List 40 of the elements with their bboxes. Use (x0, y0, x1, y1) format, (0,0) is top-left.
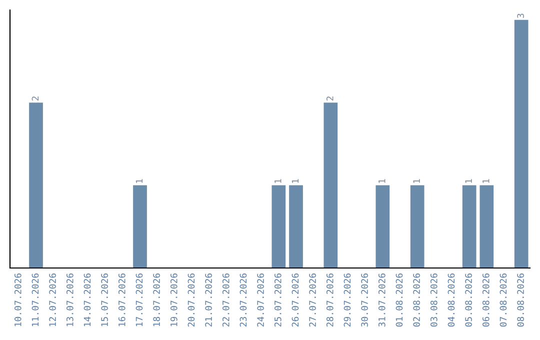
x-tick-label: 24.07.2026 (257, 273, 264, 327)
x-tick-label: 07.08.2026 (500, 273, 507, 327)
x-tick-label: 15.07.2026 (101, 273, 108, 326)
x-tick-label: 30.07.2026 (361, 273, 368, 327)
x-tick-label: 21.07.2026 (205, 273, 212, 327)
data-label: 2 (326, 96, 334, 101)
data-label: 1 (378, 179, 386, 183)
x-tick-label: 01.08.2026 (396, 273, 403, 327)
x-tick-label: 12.07.2026 (49, 273, 56, 326)
x-tick-label: 17.07.2026 (136, 273, 143, 326)
x-tick-label: 29.07.2026 (344, 273, 351, 327)
data-label: 3 (517, 14, 524, 18)
x-tick-label: 11.07.2026 (32, 273, 39, 326)
x-tick-label: 02.08.2026 (413, 273, 420, 327)
data-label: 1 (413, 179, 420, 183)
data-label: 1 (482, 179, 490, 183)
x-tick-label: 16.07.2026 (118, 273, 126, 326)
x-tick-label: 08.08.2026 (517, 273, 524, 327)
x-tick-label: 22.07.2026 (222, 273, 230, 327)
x-tick-label: 26.07.2026 (292, 273, 299, 327)
data-label: 1 (136, 179, 143, 183)
x-tick-label: 13.07.2026 (66, 273, 74, 326)
x-tick-label: 14.07.2026 (84, 273, 91, 326)
x-tick-label: 28.07.2026 (326, 273, 334, 327)
x-tick-label: 31.07.2026 (378, 273, 386, 327)
x-tick-label: 25.07.2026 (274, 273, 282, 327)
data-label: 1 (274, 179, 282, 183)
data-label: 1 (465, 179, 472, 183)
x-tick-label: 27.07.2026 (309, 273, 316, 327)
x-tick-label: 04.08.2026 (448, 273, 455, 327)
x-tick-label: 05.08.2026 (465, 273, 472, 327)
data-label: 2 (32, 96, 39, 101)
x-tick-label: 18.07.2026 (153, 273, 160, 326)
x-tick-label: 06.08.2026 (482, 273, 490, 327)
data-label: 1 (292, 179, 299, 183)
x-tick-label: 10.07.2026 (14, 273, 22, 326)
x-tick-label: 20.07.2026 (188, 273, 195, 327)
x-tick-label: 03.08.2026 (430, 273, 438, 327)
x-tick-label: 23.07.2026 (240, 273, 247, 327)
x-tick-label: 19.07.2026 (170, 273, 178, 326)
